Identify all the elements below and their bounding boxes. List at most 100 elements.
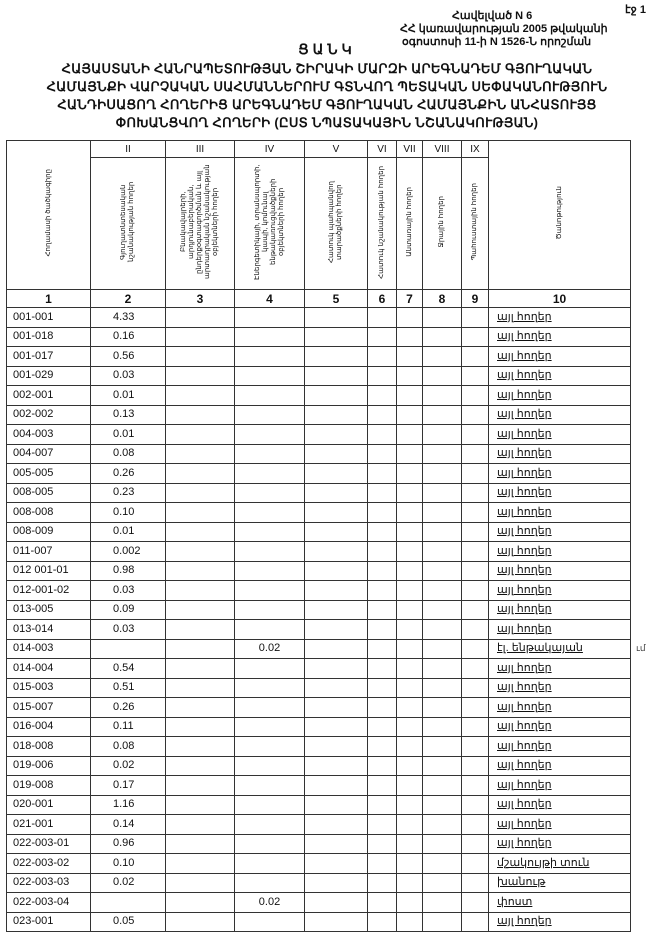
parcel-code: 001-001 [6, 307, 91, 328]
cell [304, 326, 368, 347]
cell [367, 560, 397, 581]
parcel-code: 008-009 [6, 521, 91, 542]
cell [461, 502, 489, 523]
energy-transport-area [234, 307, 305, 328]
cell [396, 443, 423, 464]
parcel-code: 023-001 [6, 911, 91, 932]
note: այլ հողեր [488, 541, 631, 562]
cell [367, 892, 397, 913]
cell [396, 872, 423, 893]
table-row: 016-004 0.11 այլ հողեր [6, 716, 631, 737]
table-row: 022-003-03 0.02 խանութ [6, 872, 631, 893]
cell [461, 424, 489, 445]
parcel-code: 008-005 [6, 482, 91, 503]
energy-transport-area [234, 677, 305, 698]
note: այլ հողեր [488, 404, 631, 425]
cell [396, 346, 423, 367]
note: այլ հողեր [488, 794, 631, 815]
cell [367, 599, 397, 620]
column-number: 1 [6, 289, 91, 308]
energy-transport-area [234, 872, 305, 893]
cell [304, 853, 368, 874]
column-number: 3 [165, 289, 235, 308]
page-label: էջ 1 [625, 4, 646, 16]
table-row: 002-002 0.13 այլ հողեր [6, 404, 631, 425]
cell [165, 658, 235, 679]
cell [165, 794, 235, 815]
cell [396, 736, 423, 757]
cell [165, 872, 235, 893]
cell [165, 404, 235, 425]
cell [367, 365, 397, 386]
cell [165, 775, 235, 796]
parcel-code: 015-003 [6, 677, 91, 698]
table-row: 023-001 0.05 այլ հողեր [6, 911, 631, 932]
note: այլ հողեր [488, 463, 631, 484]
cell [304, 404, 368, 425]
cell [396, 482, 423, 503]
cell [304, 716, 368, 737]
subtitle-line: ՀԱՄԱՅՆՔԻ ՎԱՐՉԱԿԱՆ ՍԱՀՄԱՆՆԵՐՈՒՄ ԳՏՆՎՈՂ ՊԵ… [46, 79, 608, 94]
note: այլ հողեր [488, 307, 631, 328]
cell [396, 658, 423, 679]
energy-transport-area [234, 814, 305, 835]
parcel-code: 002-001 [6, 385, 91, 406]
table-row: 008-009 0.01 այլ հողեր [6, 521, 631, 542]
cell [461, 658, 489, 679]
column-number: 2 [90, 289, 166, 308]
table-row: 001-017 0.56 այլ հողեր [6, 346, 631, 367]
cell [396, 365, 423, 386]
cell [367, 814, 397, 835]
agricultural-area: 0.01 [90, 521, 166, 542]
energy-transport-area [234, 911, 305, 932]
energy-transport-area [234, 404, 305, 425]
cell [396, 463, 423, 484]
cell [422, 755, 462, 776]
cell [165, 326, 235, 347]
energy-transport-area [234, 833, 305, 854]
cell [422, 326, 462, 347]
cell [461, 307, 489, 328]
cell [396, 716, 423, 737]
cell [165, 853, 235, 874]
cell [165, 736, 235, 757]
energy-transport-area [234, 853, 305, 874]
roman-numeral: VII [396, 140, 423, 158]
cell [304, 424, 368, 445]
cell [396, 326, 423, 347]
agricultural-area: 0.56 [90, 346, 166, 367]
note: այլ հողեր [488, 560, 631, 581]
parcel-code: 015-007 [6, 697, 91, 718]
column-number: 9 [461, 289, 489, 308]
cell [367, 404, 397, 425]
cell [304, 872, 368, 893]
table-row: 001-018 0.16 այլ հողեր [6, 326, 631, 347]
column-header: Հատուկ պահպանվող տարածքների հողեր [304, 157, 368, 290]
cell [165, 892, 235, 913]
energy-transport-area [234, 424, 305, 445]
note: այլ հողեր [488, 911, 631, 932]
note: այլ հողեր [488, 521, 631, 542]
note: այլ հողեր [488, 326, 631, 347]
cell [304, 346, 368, 367]
agricultural-area: 0.10 [90, 853, 166, 874]
table-row: 014-004 0.54 այլ հողեր [6, 658, 631, 679]
subtitle-line: ՀԱՆԴԻՍԱՑՈՂ ՀՈՂԵՐԻՑ ԱՐԵԳՆԱԴԵՄ ԳՅՈՒՂԱԿԱՆ Հ… [57, 97, 597, 112]
note: մշակույթի տուն [488, 853, 631, 874]
table-row: 021-001 0.14 այլ հողեր [6, 814, 631, 835]
table-row: 005-005 0.26 այլ հողեր [6, 463, 631, 484]
cell [304, 365, 368, 386]
energy-transport-area [234, 521, 305, 542]
energy-transport-area [234, 755, 305, 776]
cell [367, 580, 397, 601]
energy-transport-area [234, 443, 305, 464]
cell [304, 775, 368, 796]
parcel-code: 020-001 [6, 794, 91, 815]
cell [396, 404, 423, 425]
agricultural-area: 0.03 [90, 619, 166, 640]
table-row: 020-001 1.16 այլ հողեր [6, 794, 631, 815]
cell [396, 385, 423, 406]
note: այլ հողեր [488, 814, 631, 835]
cell [367, 463, 397, 484]
